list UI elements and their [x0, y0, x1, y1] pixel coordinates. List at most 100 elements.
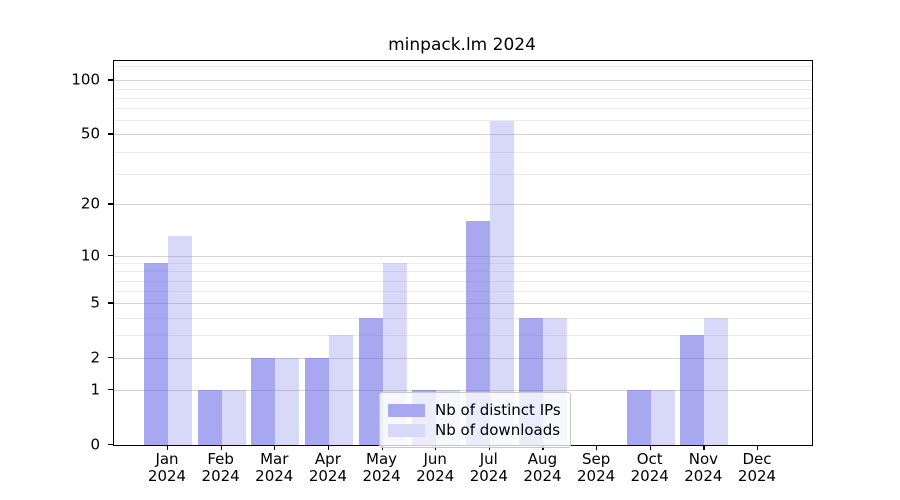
legend-swatch-downloads: [388, 423, 425, 437]
bar-distinct-ips-feb: [197, 390, 222, 445]
x-tick-month: Nov: [688, 450, 718, 468]
legend-swatch-distinct-ips: [388, 403, 425, 417]
x-tick-year: 2024: [684, 467, 723, 485]
bar-distinct-ips-oct: [626, 390, 651, 445]
grid-line-minor: [114, 263, 812, 265]
x-tick-mark: [649, 445, 651, 450]
y-tick-mark: [108, 254, 113, 256]
grid-line-major: [114, 204, 812, 206]
grid-line-minor: [114, 317, 812, 319]
x-tick-month: Mar: [260, 450, 289, 468]
x-tick-year: 2024: [201, 467, 240, 485]
x-tick-year: 2024: [523, 467, 562, 485]
legend-item-distinct-ips: Nb of distinct IPs: [388, 401, 561, 419]
grid-line-major: [114, 303, 812, 305]
bar-downloads-feb: [221, 390, 246, 445]
bar-distinct-ips-jan: [144, 263, 168, 445]
bar-distinct-ips-apr: [304, 358, 329, 445]
grid-line-minor: [114, 66, 812, 68]
x-tick-label: Dec 2024: [722, 451, 792, 485]
x-tick-label: Oct 2024: [615, 451, 685, 485]
y-tick-label: 10: [80, 246, 100, 265]
grid-line-minor: [114, 97, 812, 99]
grid-line-minor: [114, 291, 812, 293]
x-tick-year: 2024: [255, 467, 294, 485]
x-tick-month: Dec: [742, 450, 772, 468]
grid-line-minor: [114, 271, 812, 273]
x-tick-year: 2024: [147, 467, 187, 485]
x-tick-mark: [757, 445, 759, 450]
x-tick-month: Oct: [636, 450, 663, 468]
bar-downloads-nov: [704, 317, 729, 445]
x-tick-mark: [703, 445, 705, 450]
legend-item-downloads: Nb of downloads: [388, 421, 561, 439]
legend-label-distinct-ips: Nb of distinct IPs: [435, 401, 561, 419]
x-tick-month: Jul: [479, 450, 498, 468]
x-tick-label: Mar 2024: [239, 451, 309, 485]
x-tick-year: 2024: [469, 467, 508, 485]
x-tick-mark: [220, 445, 222, 450]
grid-line-minor: [114, 280, 812, 282]
x-tick-year: 2024: [308, 467, 347, 485]
bar-downloads-oct: [650, 390, 675, 445]
y-tick-label: 5: [90, 293, 100, 312]
grid-line-minor: [114, 120, 812, 122]
y-tick-label: 20: [80, 194, 100, 213]
y-tick-label: 100: [71, 70, 100, 89]
x-tick-month: Jan: [155, 450, 179, 468]
x-tick-month: May: [366, 450, 398, 468]
x-tick-month: Aug: [527, 450, 558, 468]
bar-downloads-apr: [328, 335, 353, 445]
bar-distinct-ips-nov: [680, 335, 705, 445]
x-tick-year: 2024: [576, 467, 616, 485]
y-tick-mark: [108, 79, 113, 81]
plot-area: Nb of distinct IPs Nb of downloads: [113, 60, 813, 448]
x-tick-month: Feb: [207, 450, 234, 468]
x-tick-mark: [596, 445, 598, 450]
bar-downloads-jul: [489, 121, 514, 445]
x-tick-year: 2024: [737, 467, 777, 485]
y-tick-mark: [108, 203, 113, 205]
y-tick-label: 0: [90, 435, 100, 454]
bar-downloads-jan: [168, 236, 192, 445]
x-tick-label: Nov 2024: [668, 451, 738, 485]
grid-line-major: [114, 390, 812, 392]
bar-downloads-mar: [275, 358, 300, 445]
grid-line-minor: [114, 335, 812, 337]
y-tick-label: 1: [90, 380, 100, 399]
x-tick-label: Feb 2024: [186, 451, 256, 485]
x-tick-label: Aug 2024: [507, 451, 577, 485]
y-tick-mark: [108, 133, 113, 135]
grid-line-major: [114, 255, 812, 257]
x-tick-mark: [167, 445, 169, 450]
y-tick-label: 50: [80, 124, 100, 143]
x-tick-mark: [327, 445, 330, 450]
x-tick-year: 2024: [630, 467, 669, 485]
x-tick-year: 2024: [362, 467, 401, 485]
grid-line-major: [114, 358, 812, 360]
x-tick-month: Jun: [423, 450, 447, 468]
y-tick-label: 2: [90, 348, 100, 367]
y-tick-mark: [108, 389, 113, 391]
x-tick-mark: [274, 445, 276, 450]
grid-line-minor: [114, 151, 812, 153]
grid-line-major: [114, 80, 812, 82]
x-tick-label: Jan 2024: [132, 451, 202, 485]
y-tick-mark: [108, 302, 113, 304]
bar-distinct-ips-mar: [251, 358, 276, 445]
bar-distinct-ips-may: [358, 317, 383, 445]
grid-line-major: [114, 134, 812, 136]
x-tick-label: Apr 2024: [293, 451, 363, 485]
x-tick-month: Sep: [581, 450, 611, 468]
y-tick-mark: [108, 357, 113, 359]
legend-label-downloads: Nb of downloads: [435, 421, 561, 439]
x-tick-label: Jul 2024: [454, 451, 524, 485]
y-tick-mark: [108, 444, 113, 446]
grid-line-minor: [114, 88, 812, 90]
x-tick-label: May 2024: [347, 451, 417, 485]
x-tick-month: Apr: [314, 450, 341, 468]
chart-title: minpack.lm 2024: [388, 35, 536, 55]
grid-line-minor: [114, 108, 812, 110]
grid-line-minor: [114, 173, 812, 175]
